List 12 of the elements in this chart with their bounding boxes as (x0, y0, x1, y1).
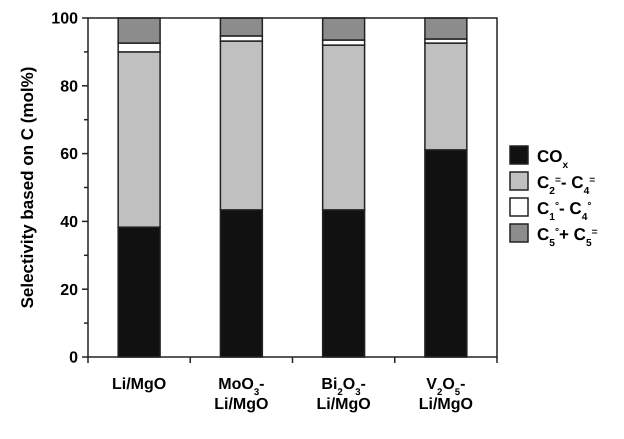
x-tick-label: Li/MgO (112, 376, 166, 393)
y-tick-label: 40 (60, 214, 78, 231)
y-tick-label: 100 (51, 10, 78, 28)
y-tick-label: 0 (69, 350, 78, 367)
y-axis-title: Selectivity based on C (mol%) (18, 66, 37, 308)
x-tick-label: V$_{2}$O$_{5}$- Li/MgO (418, 376, 473, 413)
y-tick-label: 20 (60, 282, 78, 299)
x-tick-label: Bi$_{2}$O$_{3}$- Li/MgO (316, 376, 371, 413)
y-tick-label: 80 (60, 78, 78, 96)
legend-label: CO$_{x}$ (537, 147, 568, 170)
y-tick-label: 60 (60, 146, 78, 164)
x-tick-label: MoO$_{3}$- Li/MgO (214, 376, 268, 413)
